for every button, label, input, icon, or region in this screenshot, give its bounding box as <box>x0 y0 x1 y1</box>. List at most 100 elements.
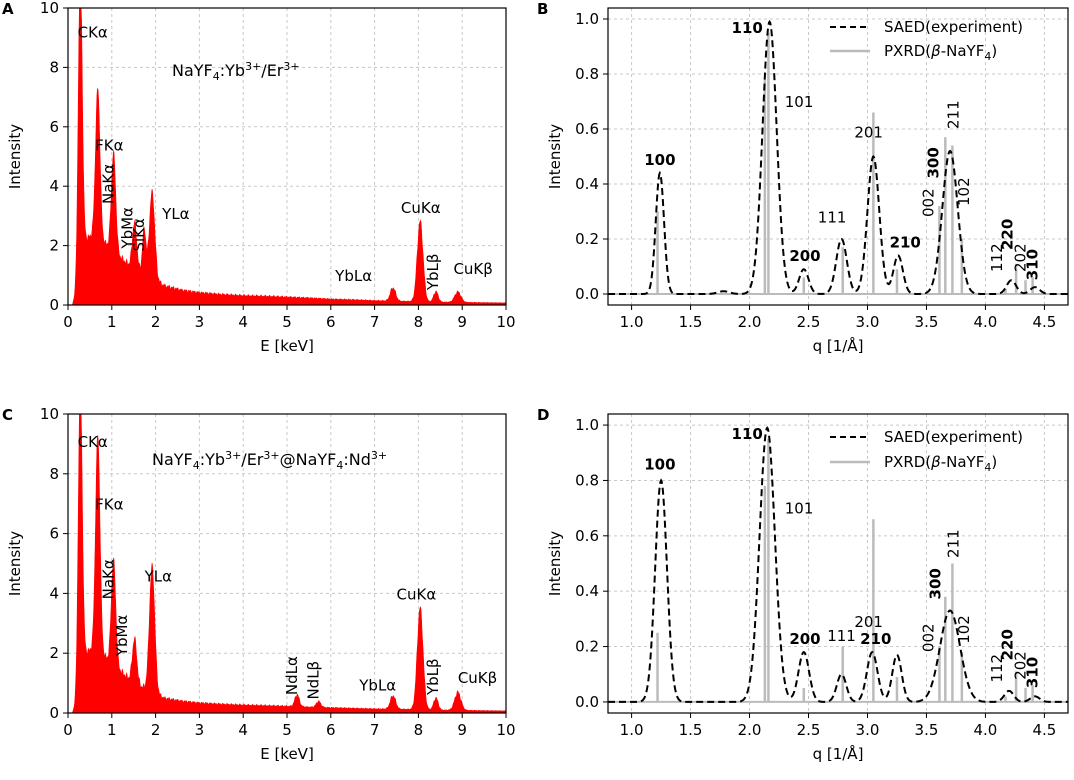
y-tick-label: 8 <box>49 465 59 483</box>
x-axis-label: q [1/Å] <box>813 336 864 355</box>
reflection-label: 210 <box>890 233 921 251</box>
reflection-label: 102 <box>955 177 973 206</box>
reflection-label: 102 <box>955 615 973 644</box>
sample-title: NaYF4:Yb3+/Er3+ <box>172 60 300 83</box>
y-tick-label: 10 <box>40 405 59 423</box>
y-tick-label: 0.2 <box>575 638 599 656</box>
y-tick-label: 4 <box>49 177 59 195</box>
x-tick-label: 10 <box>496 721 515 739</box>
plot-frame <box>67 413 507 714</box>
peak-label: CuKβ <box>453 260 492 278</box>
peak-label: YLα <box>144 567 173 585</box>
x-tick-label: 4.5 <box>1032 313 1056 331</box>
x-axis-label: E [keV] <box>260 745 314 763</box>
reflection-label: 202 <box>1012 651 1030 680</box>
x-tick-label: 4.5 <box>1032 721 1056 739</box>
x-tick-label: 2.5 <box>797 313 821 331</box>
reflection-label: 112 <box>988 654 1006 683</box>
y-tick-label: 6 <box>49 525 59 543</box>
x-tick-label: 3.5 <box>915 313 939 331</box>
peak-label: NaKα <box>100 164 118 204</box>
y-axis-label: Intensity <box>6 531 24 596</box>
peak-label: NdLβ <box>305 661 323 700</box>
x-tick-label: 5 <box>282 721 292 739</box>
eds-spectrum <box>72 413 507 714</box>
y-tick-label: 4 <box>49 584 59 602</box>
sample-title: NaYF4:Yb3+/Er3+@NaYF4:Nd3+ <box>152 449 387 472</box>
peak-label: FKα <box>95 137 123 155</box>
y-tick-label: 0.0 <box>575 285 599 303</box>
reflection-label: 300 <box>927 568 945 599</box>
saed-curve <box>608 19 1068 295</box>
x-tick-label: 1 <box>107 721 117 739</box>
peak-label: SiKα <box>130 218 148 252</box>
reflection-label: 211 <box>944 100 962 129</box>
x-axis-label: q [1/Å] <box>813 744 864 763</box>
reflection-label: 002 <box>920 188 938 217</box>
peak-label: NaKα <box>100 559 118 599</box>
peak-label: YbMα <box>113 615 131 658</box>
legend-pxrd-label: PXRD(β-NaYF4) <box>884 453 997 474</box>
y-tick-label: 1.0 <box>575 10 599 28</box>
legend-pxrd-label: PXRD(β-NaYF4) <box>884 42 997 63</box>
x-tick-label: 3.0 <box>856 721 880 739</box>
reflection-label: 100 <box>644 455 675 473</box>
reflection-label: 200 <box>789 247 820 265</box>
x-tick-label: 1 <box>107 313 117 331</box>
reflection-label: 101 <box>785 93 814 111</box>
x-tick-label: 2 <box>151 721 161 739</box>
peak-label: CuKα <box>397 585 437 603</box>
panel-label: A <box>2 0 14 18</box>
y-axis-label: Intensity <box>546 531 564 596</box>
x-tick-label: 3 <box>195 313 205 331</box>
reflection-label: 210 <box>860 630 891 648</box>
x-tick-label: 0 <box>63 721 73 739</box>
y-tick-label: 1.0 <box>575 416 599 434</box>
panel-label: C <box>2 406 13 424</box>
peak-label: CKα <box>78 24 108 42</box>
x-tick-label: 1.5 <box>679 721 703 739</box>
reflection-label: 002 <box>920 623 938 652</box>
x-tick-label: 1.0 <box>620 721 644 739</box>
reflection-label: 111 <box>827 627 856 645</box>
reflection-label: 211 <box>944 529 962 558</box>
plot-frame <box>607 7 1069 306</box>
x-tick-label: 5 <box>282 313 292 331</box>
panel-a: A 0 1 2 3 4 5 6 7 8 9 10 0 2 4 6 8 10 E [keV] Intensity CKα… <box>2 0 516 355</box>
x-axis-label: E [keV] <box>260 337 314 355</box>
x-tick-label: 3.0 <box>856 313 880 331</box>
reflection-label: 201 <box>854 123 883 141</box>
diffraction-plot: 1.0 1.5 2.0 2.5 3.0 3.5 4.0 4.5 0.0 0.2 0.4 0.6 0.8 1… <box>546 413 1069 763</box>
peak-label: CuKα <box>401 199 441 217</box>
x-tick-label: 4.0 <box>974 313 998 331</box>
y-tick-label: 2 <box>49 644 59 662</box>
x-tick-label: 6 <box>326 313 336 331</box>
reflection-label: 300 <box>924 147 942 178</box>
reflection-label: 310 <box>1023 249 1041 280</box>
y-tick-label: 0 <box>49 704 59 722</box>
y-tick-label: 0 <box>49 296 59 314</box>
reflection-label: 110 <box>732 425 763 443</box>
peak-label: CuKβ <box>458 669 497 687</box>
reflection-label: 220 <box>999 219 1017 250</box>
x-tick-label: 1.0 <box>620 313 644 331</box>
peak-label: YLα <box>161 205 190 223</box>
saed-curve <box>608 426 1068 703</box>
y-axis-label: Intensity <box>546 124 564 189</box>
peak-label: YbLα <box>334 267 372 285</box>
reflection-label: 220 <box>999 629 1017 660</box>
legend-saed-label: SAED(experiment) <box>884 18 1023 36</box>
x-tick-label: 6 <box>326 721 336 739</box>
x-tick-label: 8 <box>414 313 424 331</box>
y-tick-label: 0.0 <box>575 693 599 711</box>
x-tick-label: 1.5 <box>679 313 703 331</box>
plot-frame <box>607 413 1069 714</box>
reflection-label: 101 <box>785 500 814 518</box>
reflection-label: 202 <box>1012 243 1030 272</box>
y-tick-label: 0.8 <box>575 471 599 489</box>
y-tick-label: 0.2 <box>575 230 599 248</box>
x-tick-label: 2.0 <box>738 721 762 739</box>
legend-saed-label: SAED(experiment) <box>884 428 1023 446</box>
reflection-label: 310 <box>1023 657 1041 688</box>
